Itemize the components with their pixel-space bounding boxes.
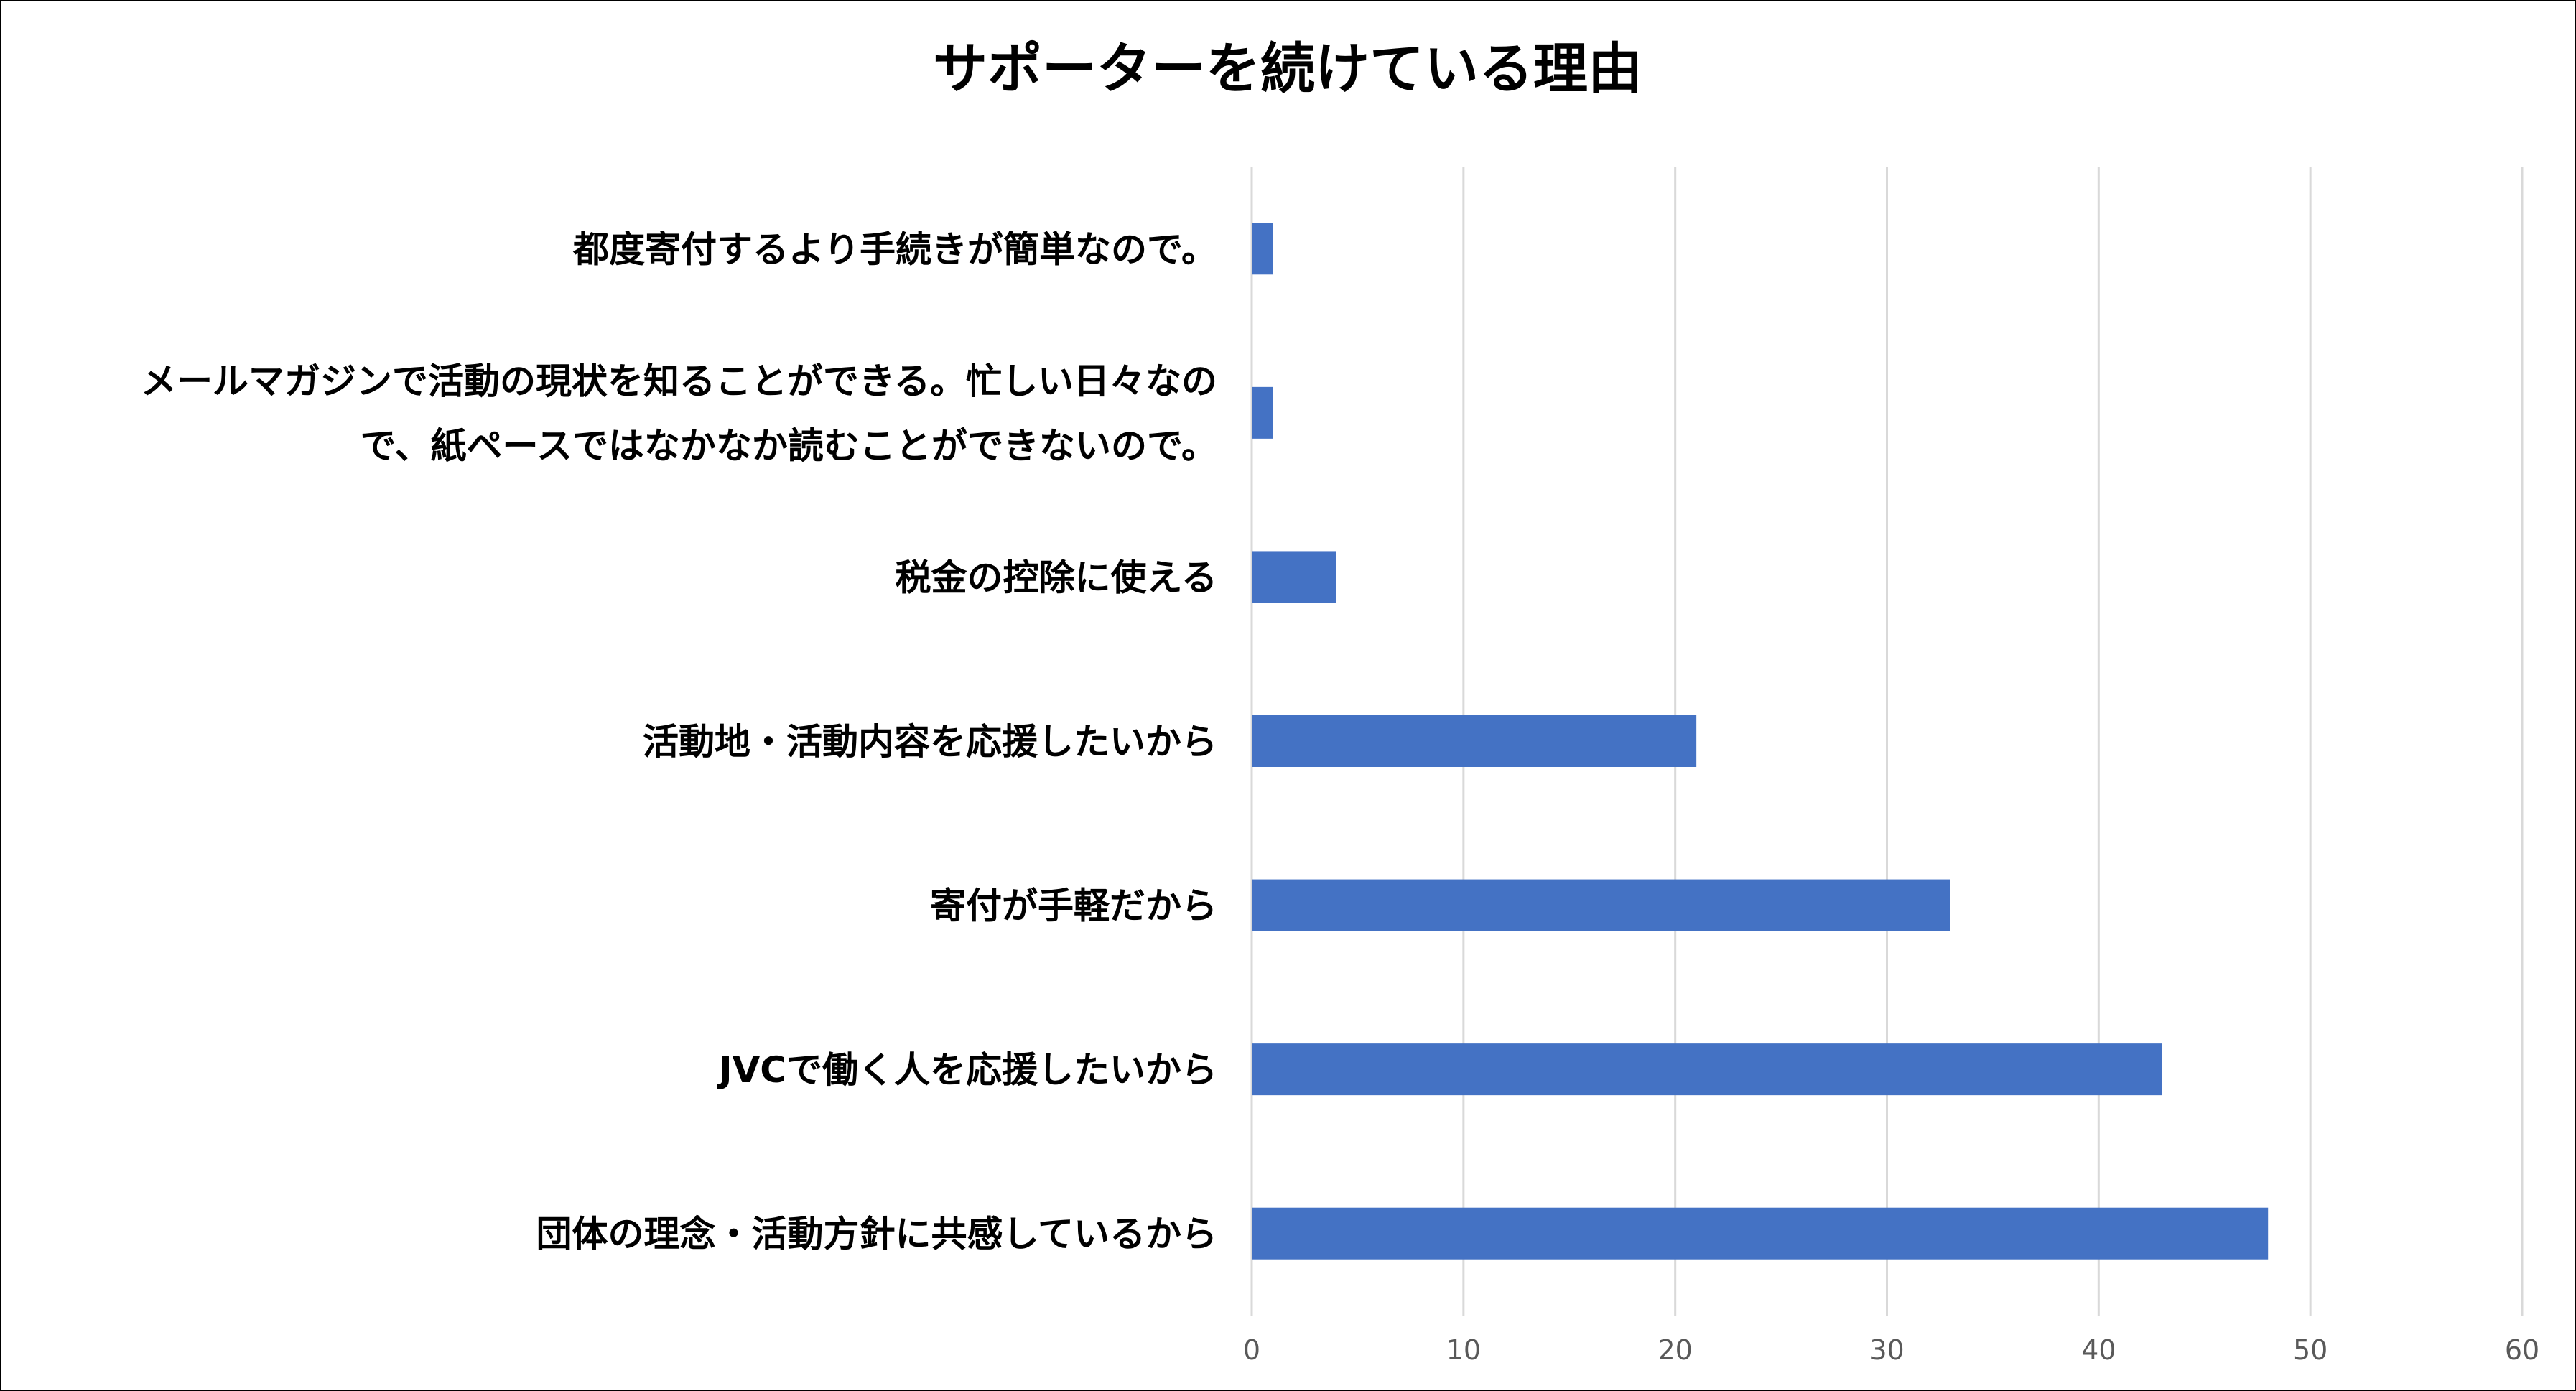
category-label: 団体の理念・活動方針に共感しているから: [536, 1214, 1218, 1255]
category-label: JVCで働く人を応援したいから: [717, 1049, 1217, 1091]
x-tick-label: 10: [1446, 1334, 1481, 1366]
category-label: 活動地・活動内容を応援したいから: [643, 721, 1217, 763]
x-tick-label: 60: [2505, 1334, 2539, 1366]
x-tick-label: 0: [1243, 1334, 1260, 1366]
gridlines: [1250, 167, 2524, 1316]
category-labels: 都度寄付するより手続きが簡単なので。メールマガジンで活動の現状を知ることができる…: [141, 228, 1217, 1255]
bar: [1252, 1043, 2162, 1096]
category-label: 税金の控除に使える: [896, 557, 1218, 598]
x-tick-label: 50: [2293, 1334, 2328, 1366]
category-label: メールマガジンで活動の現状を知ることができる。忙しい日々なの: [141, 360, 1217, 402]
chart-title: サポーターを続けている理由: [933, 37, 1642, 101]
category-label: 都度寄付するより手続きが簡単なので。: [572, 228, 1217, 270]
bar: [1252, 879, 1950, 931]
x-axis-tick-labels: 0 10 20 30 40 50 60: [1243, 1334, 2539, 1366]
x-tick-label: 30: [1869, 1334, 1904, 1366]
x-tick-label: 20: [1657, 1334, 1692, 1366]
bar: [1252, 1207, 2269, 1260]
bar: [1252, 551, 1336, 603]
x-tick-label: 40: [2081, 1334, 2116, 1366]
bar: [1252, 715, 1697, 767]
bar: [1252, 386, 1273, 439]
bar: [1252, 223, 1273, 275]
category-label: 寄付が手軽だから: [930, 885, 1217, 927]
category-label: で、紙ペースではなかなか読むことができないので。: [361, 425, 1218, 467]
bars: [1252, 223, 2269, 1260]
